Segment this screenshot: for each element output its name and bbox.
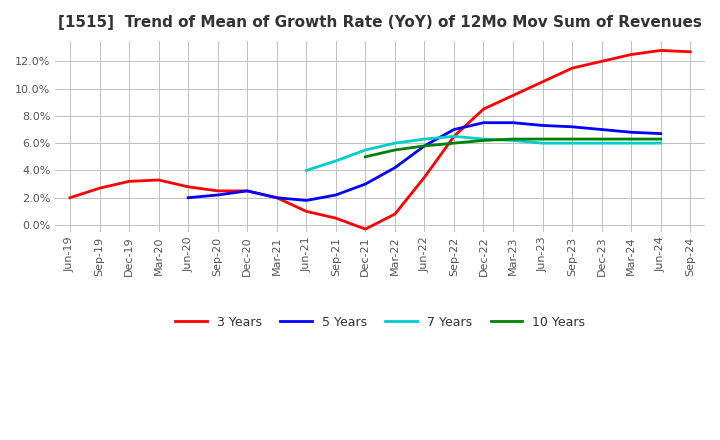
3 Years bbox=[420, 175, 428, 180]
3 Years bbox=[598, 59, 606, 64]
5 Years bbox=[420, 143, 428, 149]
3 Years bbox=[509, 93, 518, 98]
3 Years bbox=[213, 188, 222, 194]
10 Years bbox=[509, 136, 518, 142]
3 Years bbox=[95, 186, 104, 191]
5 Years bbox=[361, 181, 369, 187]
5 Years bbox=[627, 130, 636, 135]
3 Years bbox=[331, 216, 340, 221]
Line: 5 Years: 5 Years bbox=[188, 123, 661, 201]
Line: 10 Years: 10 Years bbox=[365, 139, 661, 157]
10 Years bbox=[480, 138, 488, 143]
5 Years bbox=[184, 195, 192, 200]
5 Years bbox=[598, 127, 606, 132]
3 Years bbox=[657, 48, 665, 53]
10 Years bbox=[449, 140, 458, 146]
3 Years bbox=[539, 79, 547, 84]
3 Years bbox=[449, 134, 458, 139]
3 Years bbox=[361, 227, 369, 232]
5 Years bbox=[302, 198, 310, 203]
3 Years bbox=[154, 177, 163, 183]
7 Years bbox=[509, 138, 518, 143]
10 Years bbox=[657, 136, 665, 142]
3 Years bbox=[66, 195, 74, 200]
3 Years bbox=[390, 212, 399, 217]
10 Years bbox=[627, 136, 636, 142]
3 Years bbox=[480, 106, 488, 112]
3 Years bbox=[302, 209, 310, 214]
Line: 3 Years: 3 Years bbox=[70, 51, 690, 229]
3 Years bbox=[568, 66, 577, 71]
Title: [1515]  Trend of Mean of Growth Rate (YoY) of 12Mo Mov Sum of Revenues: [1515] Trend of Mean of Growth Rate (YoY… bbox=[58, 15, 702, 30]
5 Years bbox=[331, 192, 340, 198]
5 Years bbox=[509, 120, 518, 125]
3 Years bbox=[125, 179, 133, 184]
5 Years bbox=[568, 124, 577, 129]
10 Years bbox=[361, 154, 369, 159]
5 Years bbox=[390, 165, 399, 170]
10 Years bbox=[568, 136, 577, 142]
7 Years bbox=[480, 136, 488, 142]
Line: 7 Years: 7 Years bbox=[306, 136, 661, 170]
7 Years bbox=[568, 140, 577, 146]
10 Years bbox=[420, 143, 428, 149]
3 Years bbox=[272, 195, 281, 200]
5 Years bbox=[657, 131, 665, 136]
5 Years bbox=[213, 192, 222, 198]
5 Years bbox=[539, 123, 547, 128]
7 Years bbox=[420, 136, 428, 142]
5 Years bbox=[272, 195, 281, 200]
7 Years bbox=[539, 140, 547, 146]
Legend: 3 Years, 5 Years, 7 Years, 10 Years: 3 Years, 5 Years, 7 Years, 10 Years bbox=[171, 311, 590, 334]
7 Years bbox=[331, 158, 340, 164]
10 Years bbox=[390, 147, 399, 153]
10 Years bbox=[539, 136, 547, 142]
7 Years bbox=[598, 140, 606, 146]
7 Years bbox=[302, 168, 310, 173]
7 Years bbox=[361, 147, 369, 153]
10 Years bbox=[598, 136, 606, 142]
7 Years bbox=[390, 140, 399, 146]
7 Years bbox=[657, 140, 665, 146]
3 Years bbox=[243, 188, 251, 194]
7 Years bbox=[449, 134, 458, 139]
5 Years bbox=[449, 127, 458, 132]
5 Years bbox=[480, 120, 488, 125]
5 Years bbox=[243, 188, 251, 194]
7 Years bbox=[627, 140, 636, 146]
3 Years bbox=[627, 52, 636, 57]
3 Years bbox=[686, 49, 695, 55]
3 Years bbox=[184, 184, 192, 190]
